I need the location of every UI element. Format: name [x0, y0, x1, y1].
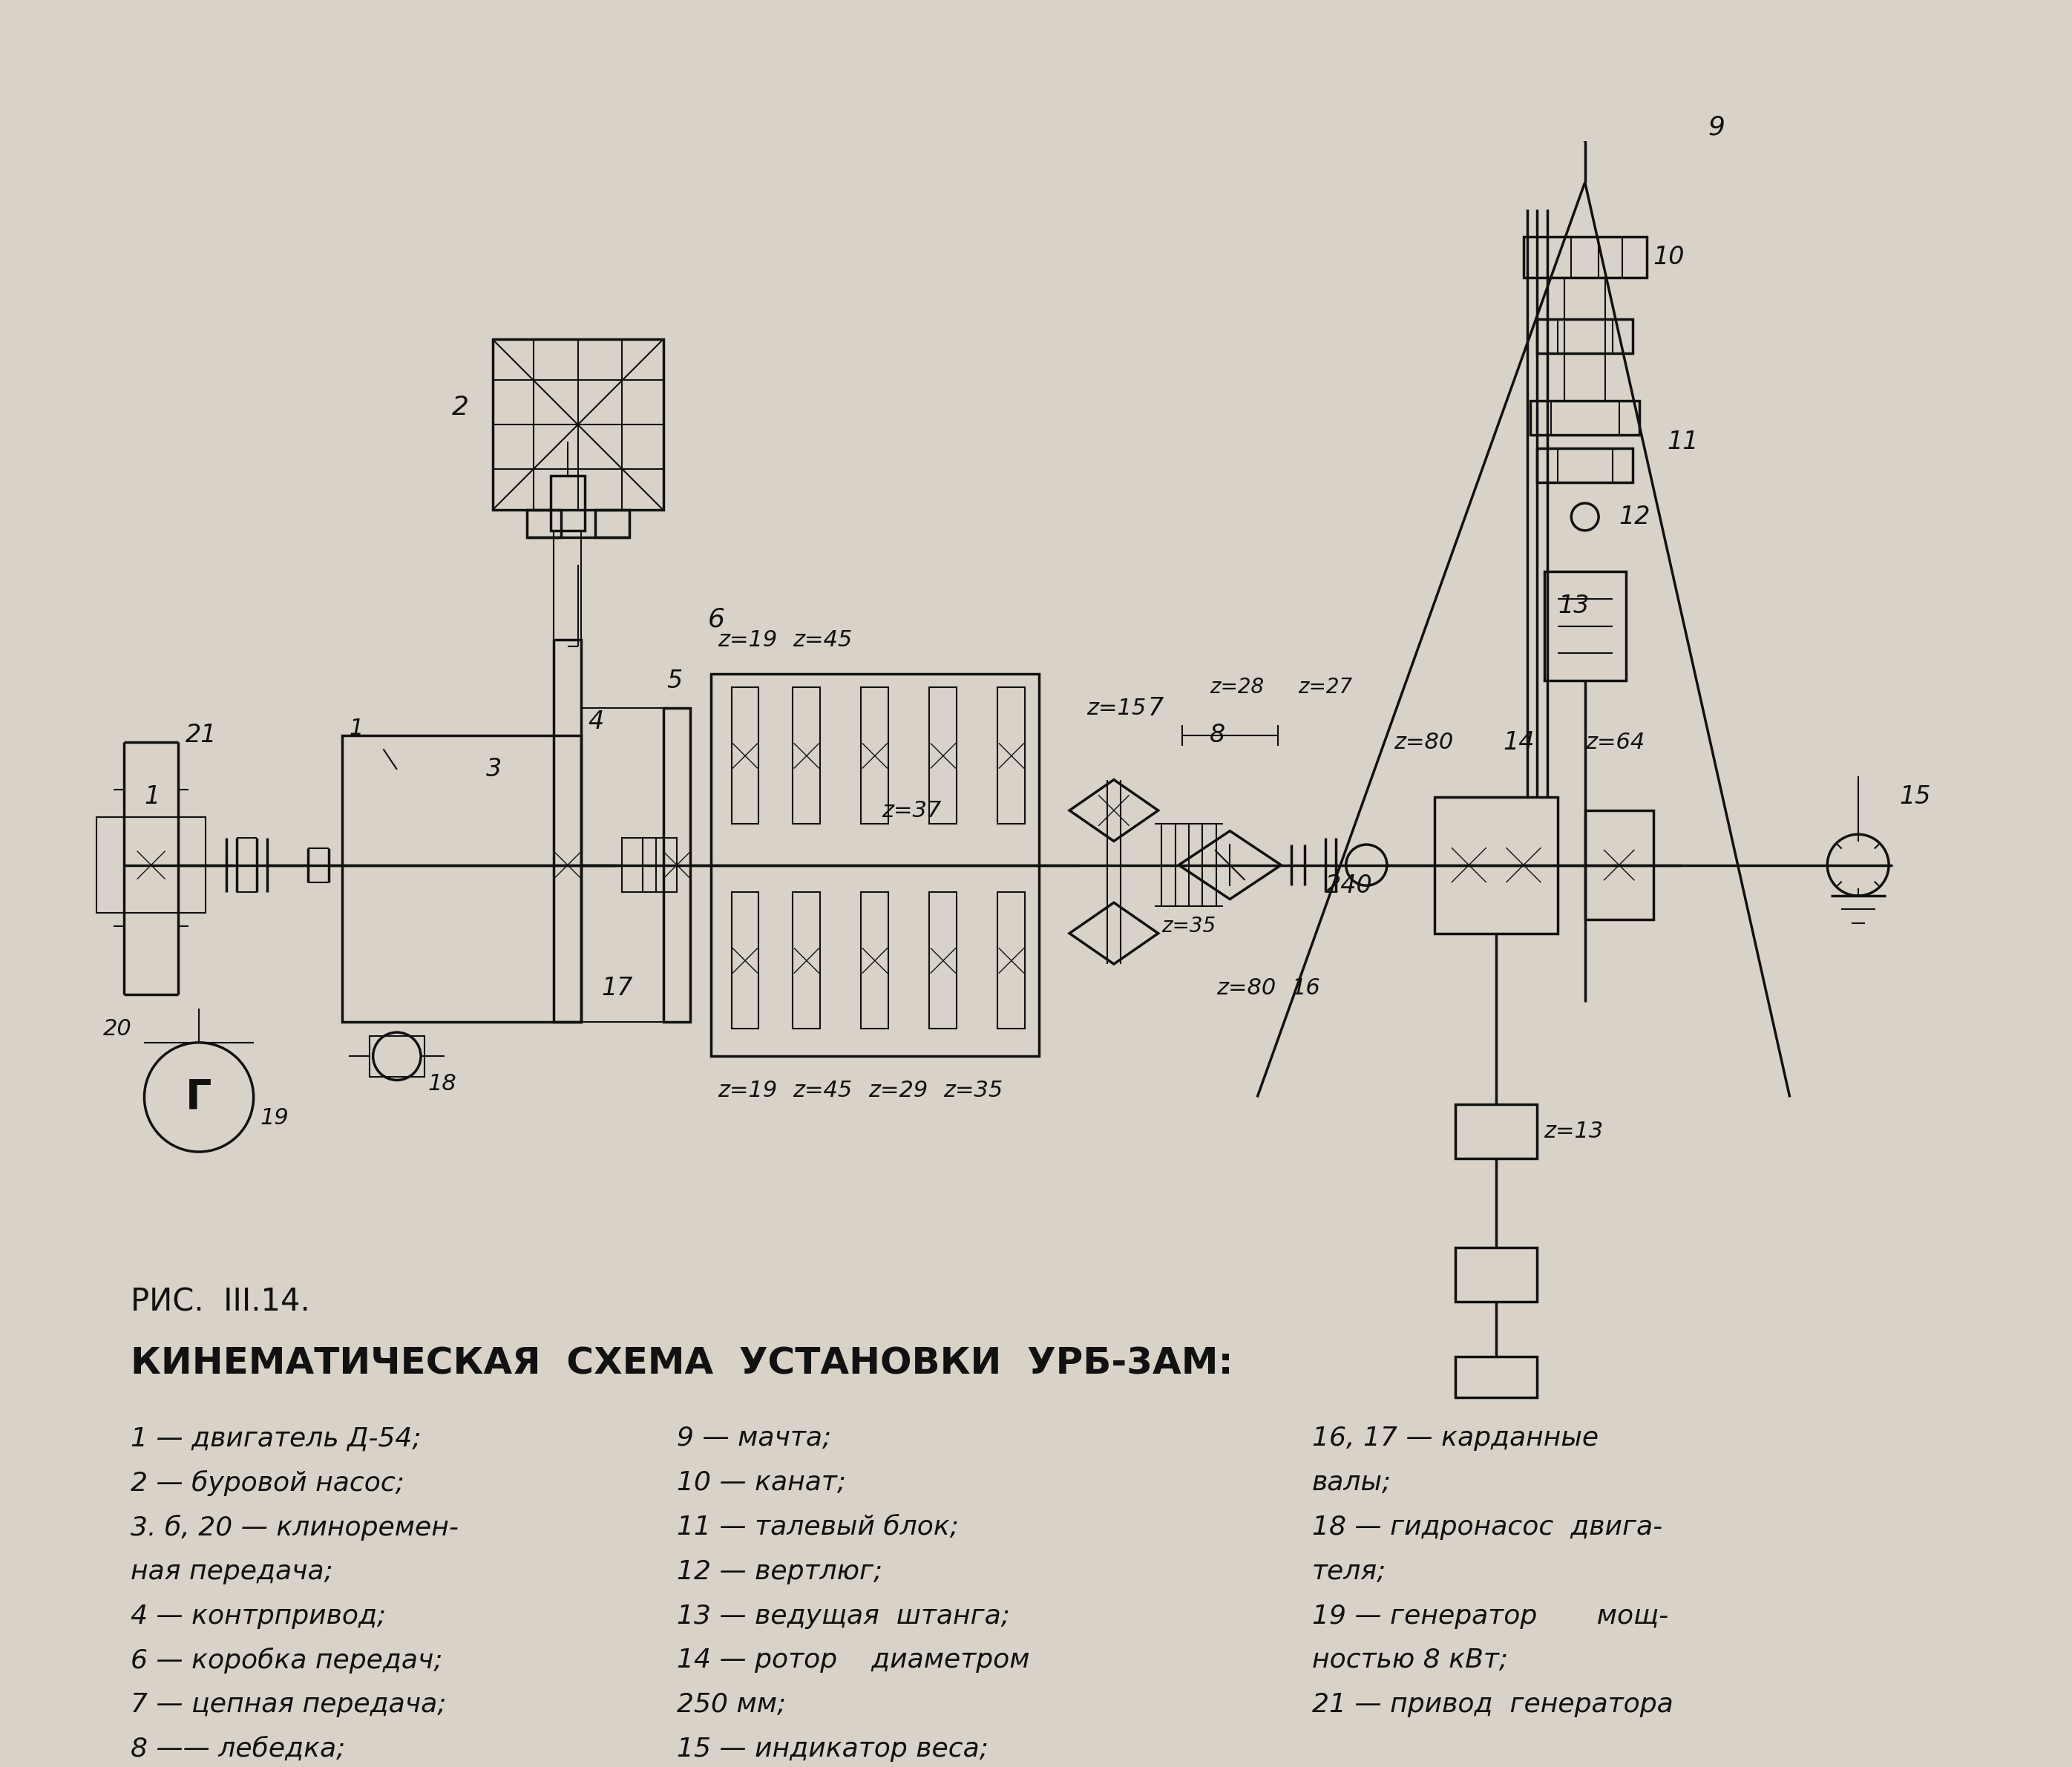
Text: z=37: z=37	[883, 800, 941, 822]
Text: 11: 11	[1666, 429, 1699, 454]
Text: 5: 5	[667, 668, 682, 693]
Text: 18: 18	[427, 1073, 456, 1094]
Text: 6 — коробка передач;: 6 — коробка передач;	[131, 1647, 443, 1673]
Text: Y: Y	[1469, 0, 1492, 7]
Text: 2: 2	[452, 396, 468, 421]
Text: 14: 14	[1502, 730, 1535, 755]
Text: 17: 17	[601, 975, 634, 1000]
Text: 3. б, 20 — клиноремен-: 3. б, 20 — клиноремен-	[131, 1514, 458, 1541]
Text: z=15: z=15	[1086, 698, 1146, 719]
Text: z=64: z=64	[1585, 732, 1645, 753]
Bar	[551, 475, 584, 530]
Text: z=19: z=19	[717, 629, 777, 650]
Bar	[622, 838, 642, 892]
Text: 1: 1	[145, 785, 160, 809]
Text: 19: 19	[261, 1106, 290, 1129]
Text: 8: 8	[1210, 723, 1225, 747]
Text: Y: Y	[1633, 0, 1656, 7]
Text: 1 — двигатель Д-54;: 1 — двигатель Д-54;	[131, 1426, 421, 1451]
Bar	[794, 892, 821, 1028]
Bar	[342, 735, 582, 1021]
Bar	[1531, 401, 1639, 435]
Text: 18 — гидронасос  двига-: 18 — гидронасос двига-	[1312, 1514, 1662, 1541]
Bar	[1523, 237, 1647, 277]
Bar	[526, 511, 562, 537]
Text: Г: Г	[186, 1078, 211, 1117]
Text: 15 — индикатор веса;: 15 — индикатор веса;	[678, 1737, 988, 1762]
Text: 13: 13	[1558, 594, 1589, 618]
Text: z=35: z=35	[943, 1080, 1003, 1101]
Text: 1: 1	[348, 717, 363, 739]
Bar	[553, 640, 582, 1021]
Bar	[493, 339, 663, 511]
Bar	[595, 511, 630, 537]
Bar	[1455, 1248, 1537, 1302]
Bar	[1544, 571, 1627, 680]
Text: 11 — талевый блок;: 11 — талевый блок;	[678, 1514, 959, 1541]
Text: 10: 10	[1653, 246, 1685, 270]
Text: 16, 17 — карданные: 16, 17 — карданные	[1312, 1426, 1598, 1451]
Text: 20: 20	[104, 1018, 133, 1039]
Bar	[711, 673, 1038, 1057]
Text: 9 — мачта;: 9 — мачта;	[678, 1426, 831, 1451]
Text: 3: 3	[485, 758, 501, 781]
Text: 250 мм;: 250 мм;	[678, 1693, 785, 1718]
Text: 15: 15	[1900, 785, 1931, 809]
Bar	[1537, 318, 1633, 353]
Bar	[1455, 1104, 1537, 1159]
Text: z=45: z=45	[794, 629, 852, 650]
Bar	[369, 1035, 425, 1076]
Text: 4: 4	[588, 709, 603, 733]
Text: 16: 16	[1291, 977, 1320, 998]
Text: 8 —— лебедка;: 8 —— лебедка;	[131, 1737, 346, 1762]
Bar	[1537, 449, 1633, 482]
Bar	[862, 892, 889, 1028]
Text: 21 — привод  генератора: 21 — привод генератора	[1312, 1693, 1672, 1718]
Text: z=80: z=80	[1216, 977, 1276, 998]
Text: 12 — вертлюг;: 12 — вертлюг;	[678, 1558, 883, 1585]
Text: теля;: теля;	[1312, 1558, 1386, 1585]
Text: z=27: z=27	[1299, 677, 1353, 698]
Text: z=29: z=29	[868, 1080, 928, 1101]
Text: КИНЕМАТИЧЕСКАЯ  СХЕМА  УСТАНОВКИ  УРБ-3АМ:: КИНЕМАТИЧЕСКАЯ СХЕМА УСТАНОВКИ УРБ-3АМ:	[131, 1346, 1233, 1382]
Bar	[999, 687, 1026, 823]
Bar	[999, 892, 1026, 1028]
Text: z=19: z=19	[717, 1080, 777, 1101]
Text: z=45: z=45	[794, 1080, 852, 1101]
Text: валы;: валы;	[1312, 1470, 1390, 1495]
Text: z=28: z=28	[1210, 677, 1264, 698]
Text: 6: 6	[707, 606, 725, 633]
Bar	[930, 892, 957, 1028]
Bar	[1455, 1357, 1537, 1398]
Bar	[1434, 797, 1558, 933]
Text: z=13: z=13	[1544, 1120, 1604, 1141]
Bar	[1585, 811, 1653, 919]
Bar	[930, 687, 957, 823]
Bar	[663, 709, 690, 1021]
Bar	[731, 892, 758, 1028]
Text: РИС.  III.14.: РИС. III.14.	[131, 1286, 311, 1318]
Text: 10 — канат;: 10 — канат;	[678, 1470, 845, 1495]
Bar	[731, 687, 758, 823]
Text: 4 — контрпривод;: 4 — контрпривод;	[131, 1603, 385, 1629]
Bar	[657, 838, 678, 892]
Text: 21: 21	[184, 723, 218, 747]
Text: 14 — ротор    диаметром: 14 — ротор диаметром	[678, 1649, 1030, 1673]
Text: z=80: z=80	[1394, 732, 1452, 753]
Text: 19 — генератор       мощ-: 19 — генератор мощ-	[1312, 1603, 1668, 1629]
Text: 9: 9	[1707, 115, 1724, 140]
Bar	[862, 687, 889, 823]
Text: 13 — ведущая  штанга;: 13 — ведущая штанга;	[678, 1603, 1009, 1629]
Bar	[794, 687, 821, 823]
Text: 12: 12	[1618, 505, 1651, 528]
Bar	[97, 818, 205, 914]
Text: z=35: z=35	[1162, 915, 1216, 937]
Text: ная передача;: ная передача;	[131, 1558, 334, 1585]
Text: 2 — буровой насос;: 2 — буровой насос;	[131, 1470, 404, 1497]
Text: ностью 8 кВт;: ностью 8 кВт;	[1312, 1649, 1508, 1673]
Text: 7: 7	[1148, 696, 1164, 721]
Text: 7 — цепная передача;: 7 — цепная передача;	[131, 1693, 445, 1718]
Text: 240: 240	[1326, 873, 1374, 898]
